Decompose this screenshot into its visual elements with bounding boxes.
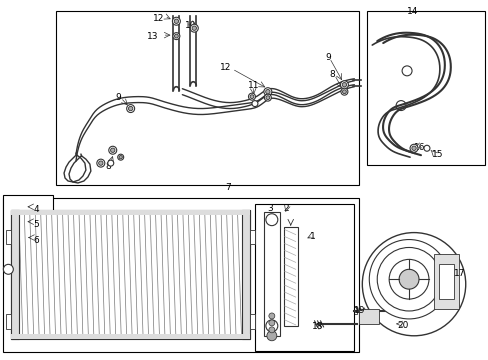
Bar (249, 230, 254, 244)
Text: 4: 4 (33, 205, 39, 214)
Text: 1: 1 (309, 231, 315, 240)
Bar (249, 314, 254, 329)
Bar (3, 195, 53, 269)
Circle shape (411, 146, 415, 150)
Circle shape (268, 327, 274, 333)
Circle shape (20, 235, 26, 240)
Circle shape (128, 106, 133, 111)
Circle shape (391, 321, 397, 327)
Circle shape (248, 93, 255, 100)
Text: 3: 3 (266, 204, 272, 213)
Circle shape (401, 66, 411, 76)
Circle shape (376, 247, 440, 311)
Circle shape (18, 233, 28, 243)
Circle shape (398, 269, 418, 289)
Circle shape (174, 19, 178, 23)
Circle shape (107, 160, 114, 166)
Bar (359, 309, 379, 324)
Circle shape (173, 33, 180, 40)
Circle shape (97, 159, 104, 167)
Circle shape (268, 313, 274, 319)
Text: 12: 12 (220, 63, 231, 72)
Bar (366, 11, 484, 165)
Text: 9: 9 (325, 53, 330, 62)
Circle shape (265, 90, 269, 94)
Text: 8: 8 (329, 70, 335, 79)
Circle shape (423, 145, 429, 151)
Text: 8: 8 (105, 162, 111, 171)
Bar (283, 227, 297, 326)
Circle shape (174, 34, 178, 38)
Circle shape (265, 96, 269, 100)
Text: 6: 6 (33, 235, 39, 244)
Circle shape (268, 320, 274, 326)
Bar (349, 307, 357, 314)
Text: 9: 9 (116, 93, 121, 102)
Circle shape (265, 214, 277, 226)
Circle shape (249, 95, 253, 99)
Circle shape (368, 239, 448, 319)
Circle shape (99, 161, 103, 165)
Text: 14: 14 (406, 7, 418, 16)
Text: 13: 13 (146, 32, 158, 41)
Circle shape (342, 90, 346, 94)
Bar (11, 334, 249, 339)
Circle shape (24, 205, 28, 209)
Text: 5: 5 (33, 220, 39, 229)
Circle shape (251, 100, 257, 107)
Text: 20: 20 (396, 321, 407, 330)
Text: 17: 17 (453, 269, 465, 278)
Circle shape (25, 220, 28, 223)
Bar (6, 230, 11, 244)
Text: 7: 7 (225, 183, 230, 192)
Circle shape (23, 218, 30, 225)
Text: 15: 15 (431, 150, 443, 159)
Circle shape (362, 233, 465, 336)
Bar (3, 198, 359, 352)
Bar (56, 11, 359, 185)
Text: 12: 12 (152, 14, 163, 23)
Circle shape (119, 156, 122, 159)
Circle shape (409, 144, 417, 152)
Circle shape (126, 105, 134, 113)
Circle shape (342, 82, 346, 87)
Bar (11, 210, 19, 339)
Text: 16: 16 (413, 143, 425, 152)
Bar (11, 210, 249, 339)
Bar (433, 255, 458, 309)
Bar (242, 210, 249, 339)
Circle shape (264, 88, 271, 96)
Bar (309, 320, 317, 328)
Bar (264, 212, 279, 336)
Circle shape (192, 26, 196, 30)
Circle shape (108, 146, 117, 154)
Circle shape (340, 81, 347, 89)
Circle shape (340, 88, 347, 95)
Text: 18: 18 (311, 322, 323, 331)
Bar (6, 314, 11, 329)
Circle shape (395, 100, 405, 111)
Bar (11, 210, 249, 215)
Circle shape (388, 318, 400, 330)
Circle shape (172, 17, 180, 25)
Text: 2: 2 (283, 204, 289, 213)
Circle shape (110, 148, 115, 152)
Text: 19: 19 (354, 306, 365, 315)
Text: 11: 11 (247, 81, 259, 90)
Bar (254, 204, 354, 351)
Circle shape (266, 331, 276, 341)
Circle shape (264, 94, 271, 101)
Circle shape (118, 154, 123, 160)
Circle shape (22, 203, 30, 211)
Bar (438, 264, 453, 299)
Circle shape (388, 260, 428, 299)
Circle shape (3, 264, 13, 274)
Text: 10: 10 (185, 21, 197, 30)
Circle shape (190, 24, 198, 32)
Circle shape (265, 320, 277, 332)
